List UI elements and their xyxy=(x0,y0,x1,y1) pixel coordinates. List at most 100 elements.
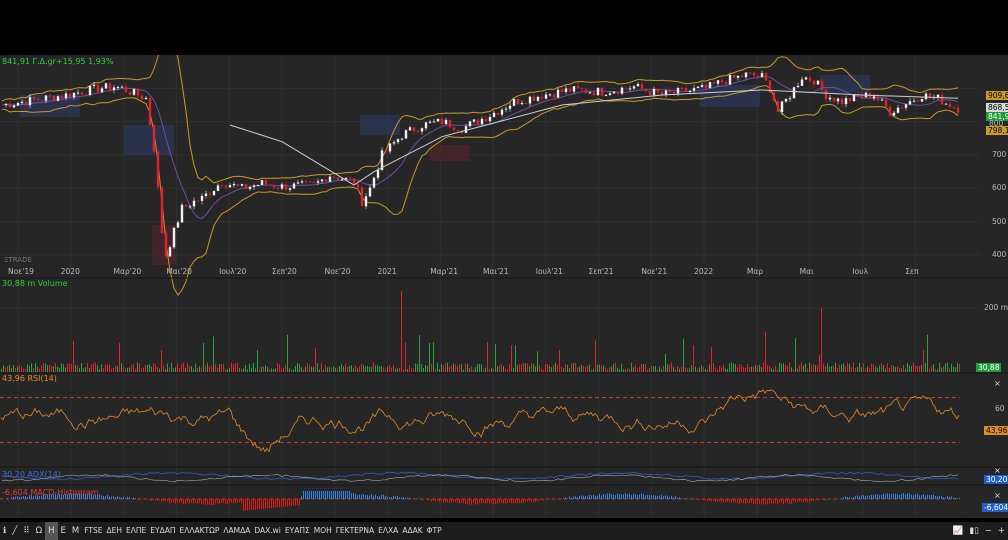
candle-body xyxy=(788,98,792,100)
volume-bar xyxy=(89,368,90,372)
macd-bar xyxy=(679,497,680,499)
draw-line-icon[interactable]: ╱ xyxy=(12,526,18,536)
macd-bar xyxy=(299,499,300,506)
volume-bar xyxy=(389,364,390,372)
symbol-button[interactable]: ΜΟΗ xyxy=(313,526,332,535)
candle-body xyxy=(256,184,260,186)
zoom-in-icon[interactable]: + xyxy=(997,526,1005,536)
macd-bar xyxy=(21,496,22,499)
macd-bar xyxy=(957,498,958,499)
macd-bar xyxy=(497,499,498,504)
candle-body xyxy=(548,94,552,96)
volume-bar xyxy=(537,351,538,372)
bar-chart-icon[interactable]: ▮▯ xyxy=(969,526,979,536)
grid-menu-icon[interactable]: ⠿ xyxy=(23,526,30,536)
macd-bar xyxy=(907,493,908,499)
macd-bar xyxy=(379,496,380,499)
symbol-button[interactable]: ΦΤΡ xyxy=(426,526,442,535)
macd-bar xyxy=(625,493,626,499)
symbol-button[interactable]: DAX.wi xyxy=(254,526,281,535)
candle-body xyxy=(364,196,368,207)
macd-bar xyxy=(891,493,892,499)
volume-bar xyxy=(377,365,378,372)
info-icon[interactable]: ℹ xyxy=(3,526,7,536)
volume-bar xyxy=(565,363,566,372)
macd-bar xyxy=(49,494,50,499)
volume-bar xyxy=(465,363,466,372)
di-line xyxy=(1,473,959,483)
macd-bar xyxy=(949,496,950,499)
volume-bar xyxy=(507,369,508,372)
close-rsi-icon[interactable]: × xyxy=(994,379,1001,388)
symbol-button[interactable]: ΓΕΚΤΕΡΝΑ xyxy=(335,526,375,535)
chart-type-icon[interactable]: 📈 xyxy=(952,526,964,536)
candle-body xyxy=(372,177,376,188)
candle-body xyxy=(244,184,248,189)
volume-bar xyxy=(483,368,484,372)
volume-bar xyxy=(791,367,792,372)
symbol-button[interactable]: FTSE xyxy=(84,526,103,535)
candle-body xyxy=(332,176,336,178)
candle-body xyxy=(900,107,904,109)
adx-last-badge: 30,20 xyxy=(984,475,1008,484)
candle-body xyxy=(612,91,616,94)
period-button-2[interactable]: Η xyxy=(45,522,58,540)
volume-bar xyxy=(627,367,628,372)
macd-bar xyxy=(209,499,210,505)
symbol-button[interactable]: ΔΕΗ xyxy=(106,526,122,535)
macd-bar xyxy=(609,493,610,499)
volume-bar xyxy=(457,365,458,372)
volume-bar xyxy=(295,365,296,372)
macd-bar xyxy=(601,495,602,499)
volume-bar xyxy=(753,366,754,372)
macd-bar xyxy=(631,495,632,499)
candle-body xyxy=(400,138,404,140)
y-tick-label: 500 xyxy=(992,216,1007,226)
macd-bar xyxy=(881,494,882,499)
volume-bar xyxy=(729,363,730,372)
macd-bar xyxy=(485,499,486,504)
symbol-button[interactable]: ΕΛΛΑΚΤΩΡ xyxy=(179,526,220,535)
candle-body xyxy=(888,106,892,116)
volume-bar xyxy=(659,366,660,372)
volume-bar xyxy=(69,363,70,372)
volume-bar xyxy=(373,362,374,372)
macd-bar xyxy=(643,493,644,499)
close-macd-icon[interactable]: × xyxy=(994,491,1001,500)
volume-bar xyxy=(207,362,208,372)
macd-bar xyxy=(871,494,872,499)
symbol-button[interactable]: ΕΛΠΕ xyxy=(126,526,147,535)
pane-separators xyxy=(0,277,1008,486)
candle-body xyxy=(444,119,448,125)
macd-bar xyxy=(233,499,234,504)
symbol-button[interactable]: ΕΛΧΑ xyxy=(378,526,399,535)
volume-bar xyxy=(195,363,196,372)
candle-body xyxy=(280,184,284,189)
volume-bar xyxy=(375,365,376,372)
volume-bar xyxy=(157,366,158,372)
period-button-3[interactable]: Ε xyxy=(60,526,66,536)
zoom-out-icon[interactable]: − xyxy=(984,526,992,536)
symbol-button[interactable]: ΑΔΑΚ xyxy=(402,526,423,535)
volume-bar xyxy=(557,364,558,372)
macd-bar xyxy=(251,499,252,510)
close-adx-icon[interactable]: × xyxy=(994,466,1001,475)
volume-bar xyxy=(215,363,216,372)
volume-bar xyxy=(11,367,12,372)
period-button-1[interactable]: Ω xyxy=(35,526,43,536)
volume-bar xyxy=(625,369,626,372)
macd-bar xyxy=(937,496,938,499)
period-button-4[interactable]: Μ xyxy=(71,526,80,536)
macd-bar xyxy=(825,499,826,501)
macd-bar xyxy=(223,499,224,504)
symbol-button[interactable]: ΕΥΔΑΠ xyxy=(150,526,176,535)
chart-canvas[interactable] xyxy=(0,55,1008,518)
macd-bar xyxy=(253,499,254,510)
symbol-button[interactable]: ΕΥΑΠΣ xyxy=(284,526,310,535)
macd-bar xyxy=(635,494,636,499)
macd-bar xyxy=(101,495,102,499)
top-black-bar xyxy=(0,0,1008,55)
symbol-button[interactable]: ΛΑΜΔΑ xyxy=(223,526,251,535)
candle-body xyxy=(844,98,848,105)
macd-bar xyxy=(793,499,794,502)
